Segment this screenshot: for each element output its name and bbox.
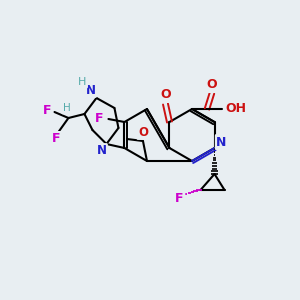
Text: N: N — [216, 136, 227, 148]
Text: F: F — [43, 103, 52, 116]
Text: N: N — [97, 145, 106, 158]
Text: H: H — [78, 77, 87, 87]
Text: H: H — [63, 103, 70, 113]
Text: F: F — [52, 133, 61, 146]
Text: OH: OH — [226, 103, 247, 116]
Text: F: F — [175, 191, 184, 205]
Text: O: O — [138, 125, 148, 139]
Text: N: N — [85, 83, 95, 97]
Text: O: O — [207, 79, 217, 92]
Text: O: O — [160, 88, 171, 101]
Text: F: F — [95, 112, 104, 124]
